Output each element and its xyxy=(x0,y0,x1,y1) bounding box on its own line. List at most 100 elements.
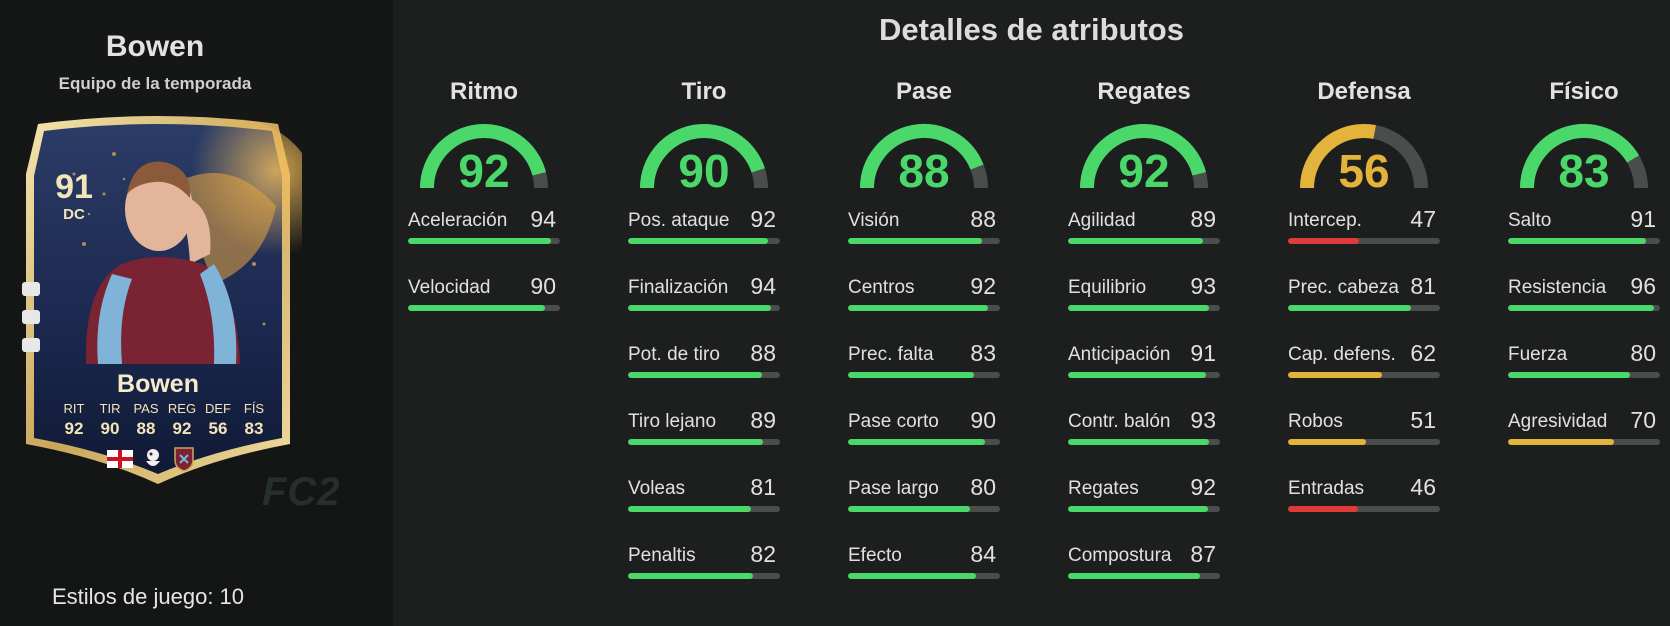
stat-bar-fill xyxy=(1068,372,1207,378)
stat-value: 47 xyxy=(1410,206,1436,232)
stat-bar-fill xyxy=(1068,506,1208,512)
card-stat-label: TIR xyxy=(99,401,121,416)
card-stat-label: PAS xyxy=(133,401,159,416)
card-stat-value: 92 xyxy=(172,419,192,438)
stat-bar-track xyxy=(848,372,1000,378)
stat-label: Cap. defens. xyxy=(1288,344,1396,365)
stat-label: Compostura xyxy=(1068,545,1172,566)
group-gauge: 56 xyxy=(1284,116,1444,197)
stat-row: Anticipación 91 xyxy=(1064,334,1224,401)
stat-row: Tiro lejano 89 xyxy=(624,401,784,468)
stat-label: Agresividad xyxy=(1508,411,1608,432)
gauge-fill xyxy=(420,124,546,189)
stat-bar-fill xyxy=(1288,238,1360,244)
stat-row: Resistencia 96 xyxy=(1504,267,1664,334)
stat-bar-fill xyxy=(1508,238,1647,244)
stat-row: Prec. falta 83 xyxy=(844,334,1004,401)
stat-bar-fill xyxy=(628,573,753,579)
group-title: Pase xyxy=(895,78,953,105)
stat-list: Visión 88 Centros 92 Prec. falta 83 Pase corto… xyxy=(844,200,1004,602)
stat-value: 87 xyxy=(1190,541,1216,567)
stat-bar-track xyxy=(408,305,560,311)
stat-bar-fill xyxy=(1288,372,1383,378)
stat-bar-track xyxy=(848,238,1000,244)
stat-list: Agilidad 89 Equilibrio 93 Anticipación 91 Cont… xyxy=(1064,200,1224,602)
stat-label: Agilidad xyxy=(1068,210,1136,231)
stat-bar-fill xyxy=(848,506,970,512)
gauge-fill xyxy=(1520,124,1640,189)
stat-row: Aceleración 94 xyxy=(404,200,564,267)
stat-value: 91 xyxy=(1190,340,1216,366)
stat-label: Pot. de tiro xyxy=(628,344,720,365)
stat-value: 93 xyxy=(1190,273,1216,299)
stat-row: Prec. cabeza 81 xyxy=(1284,267,1444,334)
stat-row: Voleas 81 xyxy=(624,468,784,535)
player-card[interactable]: 91 DC Bowen RIT 92 TIR 90 PAS 88 REG 92 DEF 56 FÍS… xyxy=(14,114,302,486)
stat-label: Penaltis xyxy=(628,545,696,566)
stat-bar-track xyxy=(848,573,1000,579)
stat-row: Agresividad 70 xyxy=(1504,401,1664,468)
stat-bar-track xyxy=(848,305,1000,311)
gauge-fill xyxy=(1300,124,1376,189)
card-player-name: Bowen xyxy=(117,370,199,398)
card-stat-reg: REG 92 xyxy=(165,401,199,439)
stat-row: Intercep. 47 xyxy=(1284,200,1444,267)
stat-bar-track xyxy=(628,305,780,311)
stat-label: Visión xyxy=(848,210,900,231)
stat-bar-fill xyxy=(628,506,752,512)
stat-bar-fill xyxy=(1508,439,1615,445)
stat-label: Intercep. xyxy=(1288,210,1362,231)
stat-bar-fill xyxy=(848,573,976,579)
england-flag-icon xyxy=(107,450,133,468)
stat-row: Contr. balón 93 xyxy=(1064,401,1224,468)
stat-bar-fill xyxy=(848,238,982,244)
stat-value: 62 xyxy=(1410,340,1436,366)
stat-bar-track xyxy=(408,238,560,244)
gauge-arc xyxy=(420,124,548,189)
stat-row: Robos 51 xyxy=(1284,401,1444,468)
stat-bar-track xyxy=(1068,305,1220,311)
stat-row: Compostura 87 xyxy=(1064,535,1224,602)
gauge-arc xyxy=(860,124,988,189)
stat-row: Pase largo 80 xyxy=(844,468,1004,535)
gauge-arc xyxy=(1300,124,1428,189)
card-stat-value: 92 xyxy=(64,419,84,438)
stat-value: 51 xyxy=(1410,407,1436,433)
attribute-group-físico: Físico 83 Salto 91 Resistencia 96 Fuerza 80 Agre… xyxy=(1504,78,1664,468)
group-rating: 56 xyxy=(1338,145,1390,197)
stat-bar-fill xyxy=(628,238,768,244)
stat-row: Velocidad 90 xyxy=(404,267,564,334)
stat-bar-track xyxy=(628,439,780,445)
stat-row: Penaltis 82 xyxy=(624,535,784,602)
stat-bar-fill xyxy=(1068,439,1210,445)
attribute-group-pase: Pase 88 Visión 88 Centros 92 Prec. falta 83 Pase… xyxy=(844,78,1004,602)
stat-row: Finalización 94 xyxy=(624,267,784,334)
card-stat-value: 83 xyxy=(244,419,264,438)
stat-bar-fill xyxy=(1508,305,1654,311)
playstyles-count[interactable]: Estilos de juego: 10 xyxy=(52,584,245,609)
stat-label: Regates xyxy=(1068,478,1139,499)
gauge-fill xyxy=(860,124,984,189)
stat-bar-track xyxy=(628,506,780,512)
stat-bar-track xyxy=(628,372,780,378)
card-stat-pas: PAS 88 xyxy=(129,401,163,439)
attribute-group-regates: Regates 92 Agilidad 89 Equilibrio 93 Anticipac… xyxy=(1064,78,1224,602)
stat-bar-fill xyxy=(1288,506,1358,512)
stat-list: Salto 91 Resistencia 96 Fuerza 80 Agresividad 7… xyxy=(1504,200,1664,468)
stat-bar-fill xyxy=(408,238,551,244)
gauge-fill xyxy=(1080,124,1206,189)
player-name: Bowen xyxy=(105,30,205,63)
stat-value: 90 xyxy=(970,407,996,433)
gauge-fill xyxy=(640,124,765,189)
card-stat-tir: TIR 90 xyxy=(93,401,127,439)
stat-label: Robos xyxy=(1288,411,1343,432)
group-title: Regates xyxy=(1097,78,1191,105)
group-rating: 90 xyxy=(678,145,730,197)
card-rating: 91 xyxy=(55,168,93,206)
stat-value: 89 xyxy=(750,407,776,433)
attribute-group-tiro: Tiro 90 Pos. ataque 92 Finalización 94 Pot. de… xyxy=(624,78,784,602)
stat-row: Equilibrio 93 xyxy=(1064,267,1224,334)
stat-bar-track xyxy=(1508,372,1660,378)
stat-bar-track xyxy=(1288,372,1440,378)
stat-label: Pase corto xyxy=(848,411,939,432)
